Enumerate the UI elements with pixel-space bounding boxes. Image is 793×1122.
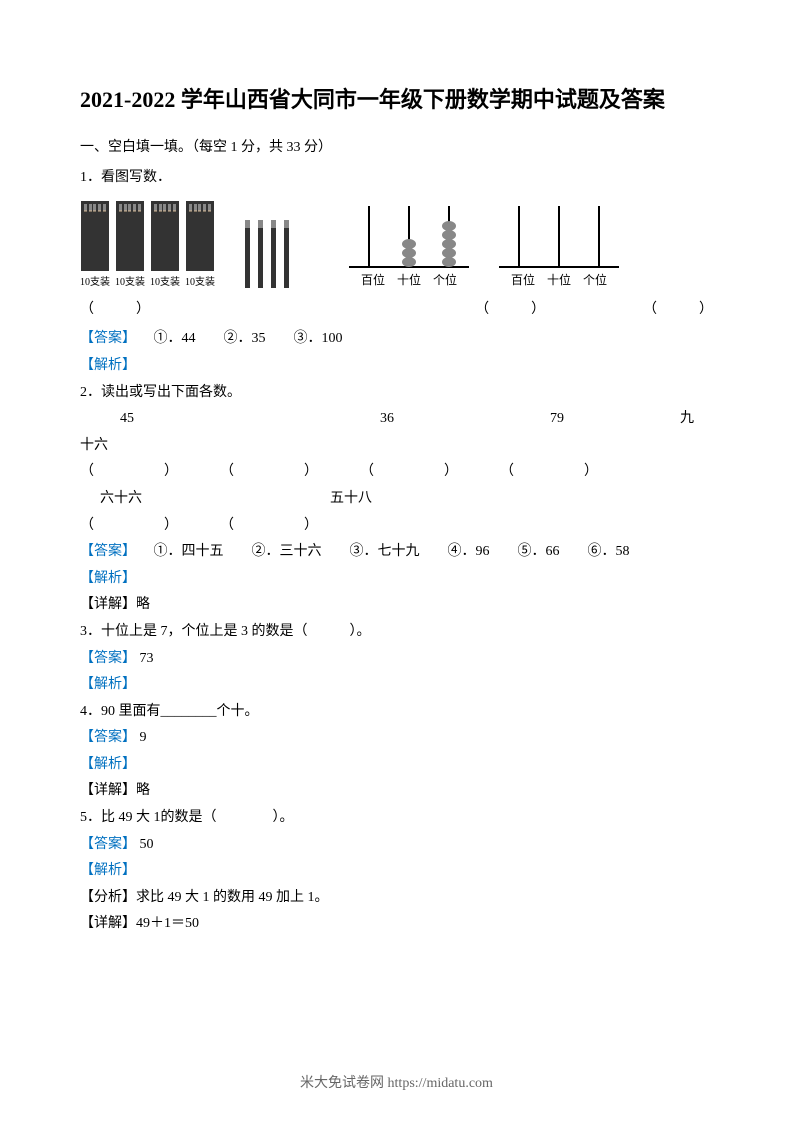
q2-detail: 【详解】略 bbox=[80, 592, 713, 619]
abacus-label: 十位 bbox=[547, 271, 571, 288]
q2-num: 79 bbox=[550, 406, 680, 433]
pencil-box: 10支装 bbox=[185, 201, 215, 288]
q2-cn-row: 六十六 五十八 bbox=[80, 486, 713, 513]
pencil-box: 10支装 bbox=[150, 201, 180, 288]
section-header: 一、空白填一填。（每空 1 分，共 33 分） bbox=[80, 135, 713, 160]
q4-detail: 【详解】略 bbox=[80, 778, 713, 805]
answer-label: 【答案】 bbox=[80, 837, 136, 852]
loose-pencils bbox=[245, 228, 289, 288]
q1-answer: 【答案】 ①．44 ②．35 ③．100 bbox=[80, 326, 713, 353]
answer-text: ①．44 ②．35 ③．100 bbox=[140, 331, 343, 346]
answer-label: 【答案】 bbox=[80, 651, 136, 666]
q1-analysis: 【解析】 bbox=[80, 353, 713, 380]
q2-blanks-row2: （ ） （ ） bbox=[80, 513, 713, 540]
blank: （ ） bbox=[475, 298, 594, 318]
q5-answer: 【答案】 50 bbox=[80, 832, 713, 859]
pencil-box: 10支装 bbox=[80, 201, 110, 288]
abacus-group: 百位 十位 个位 百位 十位 个位 bbox=[349, 208, 619, 288]
answer-label: 【答案】 bbox=[80, 544, 136, 559]
abacus-label: 百位 bbox=[361, 271, 385, 288]
pencil-boxes: 10支装 10支装 10支装 10支装 bbox=[80, 201, 215, 288]
q3-text: 3．十位上是 7，个位上是 3 的数是（ ）。 bbox=[80, 619, 713, 646]
q4-answer: 【答案】 9 bbox=[80, 725, 713, 752]
q2-num5: 十六 bbox=[80, 433, 713, 460]
blank: （ ） bbox=[80, 298, 199, 318]
q2-num: 九 bbox=[680, 406, 694, 433]
abacus-label: 个位 bbox=[583, 271, 607, 288]
page-title: 2021-2022 学年山西省大同市一年级下册数学期中试题及答案 bbox=[80, 80, 713, 120]
q2-cn: 六十六 bbox=[100, 486, 330, 513]
pencil-box: 10支装 bbox=[115, 201, 145, 288]
answer-text: 9 bbox=[140, 730, 147, 745]
abacus-label: 个位 bbox=[433, 271, 457, 288]
q2-numbers-row1: 45 36 79 九 bbox=[80, 406, 713, 433]
q4-analysis: 【解析】 bbox=[80, 752, 713, 779]
blank: （ ） bbox=[500, 459, 598, 486]
q1-images: 10支装 10支装 10支装 10支装 bbox=[80, 201, 713, 288]
q2-text: 2．读出或写出下面各数。 bbox=[80, 380, 713, 407]
answer-text: 50 bbox=[140, 837, 154, 852]
abacus-2: 百位 十位 个位 bbox=[499, 208, 619, 288]
blank: （ ） bbox=[220, 513, 318, 540]
pencil-label: 10支装 bbox=[150, 273, 180, 288]
abacus-label: 十位 bbox=[397, 271, 421, 288]
q5-text: 5．比 49 大 1的数是（ ）。 bbox=[80, 805, 713, 832]
q1-text: 1．看图写数． bbox=[80, 165, 713, 192]
abacus-label: 百位 bbox=[511, 271, 535, 288]
q5-analysis: 【解析】 bbox=[80, 858, 713, 885]
answer-label: 【答案】 bbox=[80, 331, 136, 346]
q4-text: 4．90 里面有________个十。 bbox=[80, 699, 713, 726]
q2-cn: 五十八 bbox=[330, 486, 372, 513]
abacus-1: 百位 十位 个位 bbox=[349, 208, 469, 288]
pencil-label: 10支装 bbox=[185, 273, 215, 288]
answer-text: 73 bbox=[140, 651, 154, 666]
q5-detail: 【详解】49＋1＝50 bbox=[80, 911, 713, 938]
page-footer: 米大免试卷网 https://midatu.com bbox=[0, 1072, 793, 1092]
blank: （ ） bbox=[220, 459, 360, 486]
q2-num: 45 bbox=[120, 406, 380, 433]
answer-label: 【答案】 bbox=[80, 730, 136, 745]
answer-text: ①．四十五 ②．三十六 ③．七十九 ④．96 ⑤．66 ⑥．58 bbox=[140, 544, 630, 559]
q2-analysis: 【解析】 bbox=[80, 566, 713, 593]
blank: （ ） bbox=[80, 513, 220, 540]
q2-num: 36 bbox=[380, 406, 550, 433]
blank: （ ） bbox=[360, 459, 500, 486]
q3-analysis: 【解析】 bbox=[80, 672, 713, 699]
q3-answer: 【答案】 73 bbox=[80, 646, 713, 673]
q1-blanks: （ ） （ ） （ ） bbox=[80, 298, 713, 318]
q2-answer: 【答案】 ①．四十五 ②．三十六 ③．七十九 ④．96 ⑤．66 ⑥．58 bbox=[80, 539, 713, 566]
blank: （ ） bbox=[80, 459, 220, 486]
blank: （ ） bbox=[643, 298, 713, 318]
pencil-label: 10支装 bbox=[115, 273, 145, 288]
pencil-label: 10支装 bbox=[80, 273, 110, 288]
q5-analysis-text: 【分析】求比 49 大 1 的数用 49 加上 1。 bbox=[80, 885, 713, 912]
q2-blanks-row1: （ ） （ ） （ ） （ ） bbox=[80, 459, 713, 486]
